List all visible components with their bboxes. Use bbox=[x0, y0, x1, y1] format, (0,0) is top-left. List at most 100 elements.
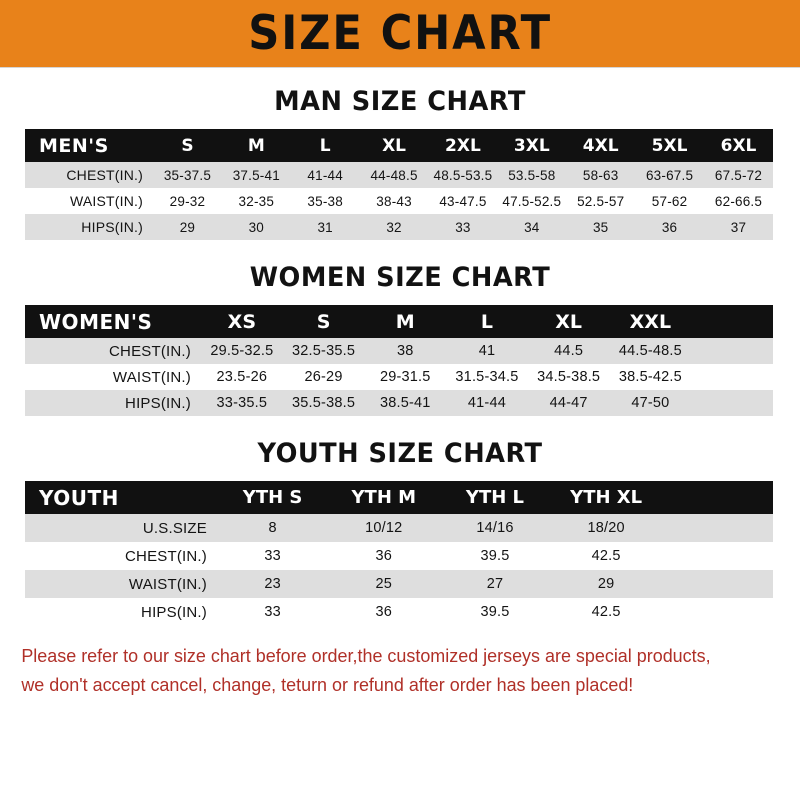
youth-section-title: YOUTH SIZE CHART bbox=[257, 438, 543, 469]
youth-cell-0-1: 10/12 bbox=[365, 520, 403, 536]
youth-size-header-1: YTH M bbox=[351, 487, 417, 508]
youth-cell-3-1: 36 bbox=[375, 604, 393, 620]
women-size-table: WOMEN'S XS S M L XL XXL CHEST(IN.) 29.5-… bbox=[25, 305, 773, 416]
youth-size-header-0: YTH S bbox=[242, 487, 303, 508]
youth-cell-3-3: 42.5 bbox=[591, 604, 621, 620]
women-section-title: WOMEN SIZE CHART bbox=[249, 262, 551, 293]
youth-cell-3-2: 39.5 bbox=[480, 604, 510, 620]
man-cell-0-4: 48.5-53.5 bbox=[433, 167, 493, 183]
women-row-label-1: WAIST(IN.) bbox=[112, 368, 191, 386]
man-cell-0-5: 53.5-58 bbox=[508, 167, 556, 183]
women-cell-2-0: 33-35.5 bbox=[216, 395, 268, 411]
women-row-pad-1 bbox=[691, 364, 773, 390]
disclaimer-line-1: Please refer to our size chart before or… bbox=[21, 645, 711, 666]
women-cell-1-0: 23.5-26 bbox=[216, 369, 268, 385]
man-size-header-4: 2XL bbox=[445, 135, 481, 156]
table-row: U.S.SIZE 8 10/12 14/16 18/20 bbox=[25, 514, 773, 542]
table-row: WAIST(IN.) 23.5-26 26-29 29-31.5 31.5-34… bbox=[25, 364, 773, 390]
youth-row-pad-3 bbox=[662, 598, 773, 626]
women-table-body: WOMEN'S XS S M L XL XXL CHEST(IN.) 29.5-… bbox=[25, 305, 773, 416]
man-size-header-2: L bbox=[319, 135, 331, 156]
women-size-header-4: XL bbox=[555, 310, 583, 333]
women-row-pad-0 bbox=[691, 338, 773, 364]
women-cell-2-1: 35.5-38.5 bbox=[292, 395, 356, 411]
man-row-label-1: WAIST(IN.) bbox=[69, 193, 143, 209]
disclaimer-text: Please refer to our size chart before or… bbox=[0, 642, 776, 699]
women-cell-1-3: 31.5-34.5 bbox=[455, 369, 519, 385]
women-row-pad-2 bbox=[691, 390, 773, 416]
man-cell-1-2: 35-38 bbox=[307, 193, 343, 209]
youth-row-pad-0 bbox=[662, 514, 773, 542]
table-row: CHEST(IN.) 35-37.5 37.5-41 41-44 44-48.5… bbox=[25, 162, 773, 188]
man-size-header-7: 5XL bbox=[651, 135, 688, 156]
youth-size-header-3: YTH XL bbox=[570, 487, 643, 508]
man-size-table: MEN'S S M L XL 2XL 3XL 4XL 5XL 6XL CHEST… bbox=[25, 129, 773, 240]
women-cell-0-1: 32.5-35.5 bbox=[292, 343, 356, 359]
youth-header-row: YOUTH YTH S YTH M YTH L YTH XL bbox=[25, 481, 773, 514]
youth-row-label-0: U.S.SIZE bbox=[142, 519, 207, 537]
women-row-label-0: CHEST(IN.) bbox=[109, 342, 191, 360]
table-row: HIPS(IN.) 33 36 39.5 42.5 bbox=[25, 598, 773, 626]
man-size-header-3: XL bbox=[382, 135, 407, 156]
man-cell-2-4: 33 bbox=[455, 219, 471, 235]
youth-cell-2-0: 23 bbox=[264, 576, 281, 592]
man-cell-0-3: 44-48.5 bbox=[370, 167, 418, 183]
man-cell-2-0: 29 bbox=[179, 219, 196, 235]
women-cell-2-5: 47-50 bbox=[631, 395, 670, 411]
disclaimer-line-2: we don't accept cancel, change, teturn o… bbox=[21, 673, 634, 695]
youth-cell-0-2: 14/16 bbox=[476, 520, 514, 536]
man-cell-2-6: 35 bbox=[592, 219, 609, 235]
man-cell-2-5: 34 bbox=[524, 219, 540, 235]
man-cell-2-7: 36 bbox=[661, 219, 678, 235]
women-size-header-0: XS bbox=[227, 310, 257, 333]
youth-row-label-1: CHEST(IN.) bbox=[125, 547, 207, 565]
women-size-header-2: M bbox=[395, 310, 415, 333]
man-size-header-5: 3XL bbox=[513, 135, 550, 156]
table-row: HIPS(IN.) 29 30 31 32 33 34 35 36 37 bbox=[25, 214, 773, 240]
man-section-title: MAN SIZE CHART bbox=[274, 86, 526, 117]
man-cell-1-8: 62-66.5 bbox=[714, 193, 763, 209]
man-cell-0-1: 37.5-41 bbox=[232, 167, 280, 183]
women-size-header-5: XXL bbox=[629, 310, 672, 333]
man-size-header-1: M bbox=[247, 135, 265, 156]
youth-cell-1-3: 42.5 bbox=[591, 548, 621, 564]
man-cell-0-0: 35-37.5 bbox=[163, 167, 212, 183]
youth-cell-2-1: 25 bbox=[375, 576, 393, 592]
man-cell-2-1: 30 bbox=[248, 219, 265, 235]
table-row: WAIST(IN.) 23 25 27 29 bbox=[25, 570, 773, 598]
man-cell-1-7: 57-62 bbox=[651, 193, 688, 209]
women-size-header-1: S bbox=[316, 310, 331, 333]
women-cell-0-0: 29.5-32.5 bbox=[210, 343, 274, 359]
women-cell-2-2: 38.5-41 bbox=[379, 395, 431, 411]
youth-row-label-3: HIPS(IN.) bbox=[141, 603, 207, 621]
women-size-header-3: L bbox=[480, 310, 494, 333]
youth-cell-2-3: 29 bbox=[597, 576, 615, 592]
youth-row-pad-1 bbox=[662, 542, 773, 570]
women-row-label-2: HIPS(IN.) bbox=[125, 394, 191, 412]
man-cell-1-0: 29-32 bbox=[169, 193, 206, 209]
youth-cell-2-2: 27 bbox=[486, 576, 504, 592]
women-cell-1-4: 34.5-38.5 bbox=[537, 369, 601, 385]
man-header-row: MEN'S S M L XL 2XL 3XL 4XL 5XL 6XL bbox=[25, 129, 773, 162]
youth-cell-0-0: 8 bbox=[268, 520, 277, 536]
page-title: SIZE CHART bbox=[248, 6, 552, 61]
man-cell-1-6: 52.5-57 bbox=[577, 193, 625, 209]
table-row: CHEST(IN.) 33 36 39.5 42.5 bbox=[25, 542, 773, 570]
man-size-header-6: 4XL bbox=[582, 135, 619, 156]
youth-size-header-2: YTH L bbox=[465, 487, 525, 508]
youth-header-label: YOUTH bbox=[39, 485, 119, 510]
youth-table-body: YOUTH YTH S YTH M YTH L YTH XL U.S.SIZE … bbox=[25, 481, 773, 626]
youth-cell-1-0: 33 bbox=[264, 548, 281, 564]
man-cell-1-5: 47.5-52.5 bbox=[502, 193, 562, 209]
youth-cell-0-3: 18/20 bbox=[587, 520, 625, 536]
man-cell-1-4: 43-47.5 bbox=[439, 193, 487, 209]
man-row-label-0: CHEST(IN.) bbox=[66, 167, 143, 183]
women-cell-0-3: 41 bbox=[478, 343, 496, 359]
women-cell-0-5: 44.5-48.5 bbox=[618, 343, 682, 359]
man-cell-0-6: 58-63 bbox=[582, 167, 619, 183]
man-cell-2-2: 31 bbox=[317, 219, 333, 235]
man-cell-0-8: 67.5-72 bbox=[714, 167, 763, 183]
women-header-row: WOMEN'S XS S M L XL XXL bbox=[25, 305, 773, 338]
women-header-label: WOMEN'S bbox=[39, 309, 153, 334]
women-cell-1-5: 38.5-42.5 bbox=[618, 369, 682, 385]
